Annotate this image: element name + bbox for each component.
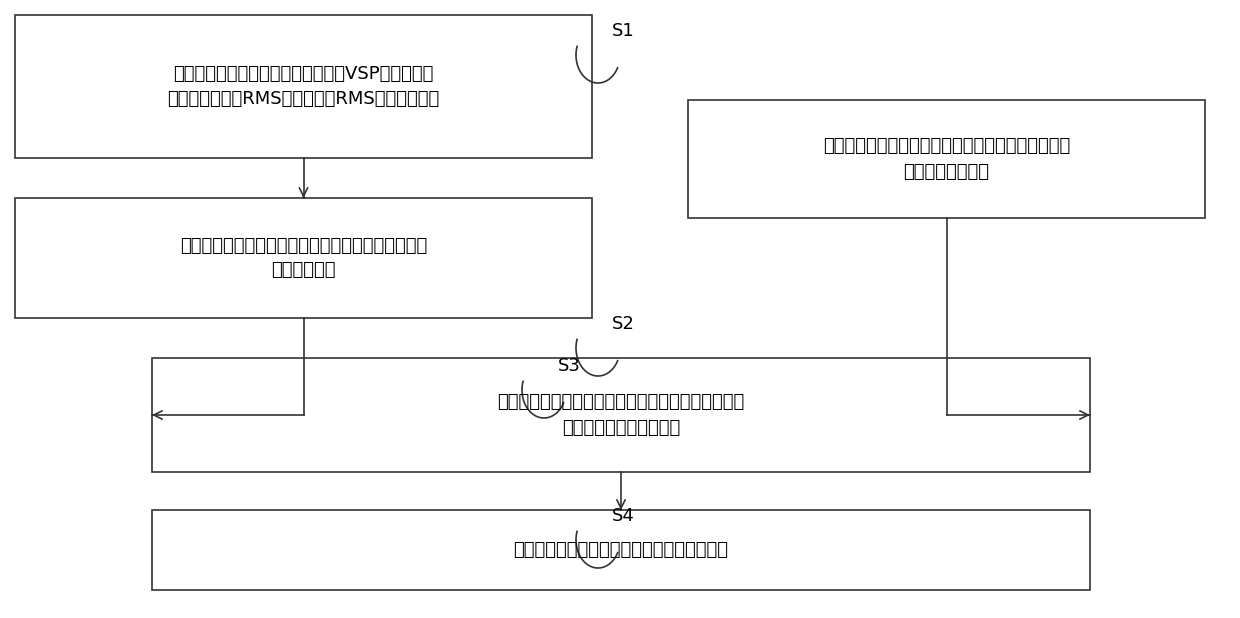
Bar — [15, 15, 591, 158]
Text: 对全区的测井资料进行筛选，并根据VSP速度或者根
据测井曲线生成RMS速度，找到RMS速度的异常点: 对全区的测井资料进行筛选，并根据VSP速度或者根 据测井曲线生成RMS速度，找到… — [167, 65, 440, 108]
Text: S2: S2 — [613, 315, 635, 333]
Bar — [153, 358, 1090, 472]
Text: 与该地层速度的相同地层相同时间同一位置所对应的
正常速度进行对比: 与该地层速度的相同地层相同时间同一位置所对应的 正常速度进行对比 — [823, 137, 1070, 180]
Text: 将井控速度场，应用到球面扩散补偿的程序中: 将井控速度场，应用到球面扩散补偿的程序中 — [513, 541, 729, 559]
Text: S1: S1 — [613, 22, 635, 40]
Text: 将异常点代入到全区的井速度模型，转为含有异常速
度的地层速度: 将异常点代入到全区的井速度模型，转为含有异常速 度的地层速度 — [180, 237, 427, 279]
Text: 利用井速度模型，约束地震速度的拾取，对异常点进
行校正，形成井控速度场: 利用井速度模型，约束地震速度的拾取，对异常点进 行校正，形成井控速度场 — [497, 394, 745, 436]
Text: S3: S3 — [558, 357, 580, 375]
Text: S4: S4 — [613, 507, 635, 525]
Bar — [15, 198, 591, 318]
Bar — [153, 510, 1090, 590]
Bar — [688, 100, 1205, 218]
